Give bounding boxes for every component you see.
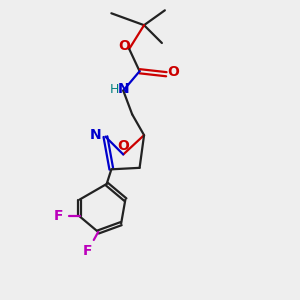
Text: N: N xyxy=(90,128,102,142)
Text: O: O xyxy=(118,39,130,53)
Text: N: N xyxy=(118,82,130,96)
Text: O: O xyxy=(167,65,179,79)
Text: O: O xyxy=(117,139,129,153)
Text: F: F xyxy=(54,209,64,223)
Text: H: H xyxy=(110,82,120,96)
Text: F: F xyxy=(82,244,92,258)
